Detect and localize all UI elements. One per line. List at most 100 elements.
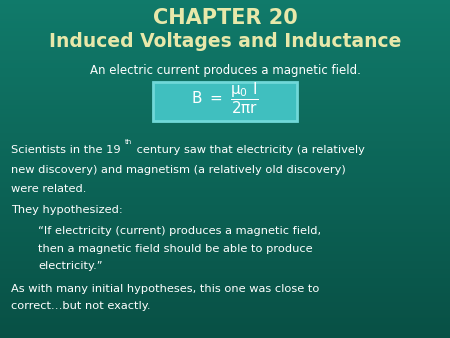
Bar [0,248,450,250]
Bar [0,117,450,118]
Bar [0,157,450,159]
Bar [0,184,450,186]
Bar [0,176,450,177]
Bar [0,169,450,171]
Bar [0,144,450,145]
Bar [0,228,450,230]
Bar [0,292,450,294]
Bar [0,216,450,218]
Text: century saw that electricity (a relatively: century saw that electricity (a relative… [133,145,365,155]
Bar [0,71,450,73]
Text: Scientists in the 19: Scientists in the 19 [11,145,121,155]
Bar [0,29,450,30]
Bar [0,250,450,252]
Bar [0,162,450,164]
Bar [0,233,450,235]
Bar [0,123,450,125]
Bar [0,294,450,296]
Bar [0,86,450,88]
Bar [0,115,450,117]
Bar [0,220,450,221]
Bar [0,257,450,259]
Bar [0,277,450,279]
Bar [0,41,450,42]
Bar [0,84,450,86]
Bar [0,204,450,206]
Bar [0,301,450,303]
Bar [0,226,450,228]
Bar [0,127,450,128]
Text: CHAPTER 20: CHAPTER 20 [153,8,297,28]
Bar [0,98,450,100]
Bar [0,225,450,226]
Bar [0,237,450,238]
Bar [0,167,450,169]
Bar [0,213,450,215]
Bar [0,232,450,233]
Bar [0,333,450,335]
Bar [0,289,450,291]
Bar [0,252,450,254]
Bar [0,3,450,5]
Bar [0,181,450,183]
Bar [0,208,450,210]
Bar [0,240,450,242]
Bar [0,260,450,262]
Bar [0,76,450,78]
Bar [0,242,450,243]
Bar [0,17,450,19]
Bar [0,83,450,84]
Bar [0,108,450,110]
Bar [0,311,450,313]
Bar [0,211,450,213]
Bar [0,8,450,10]
Bar [0,198,450,199]
Text: electricity.”: electricity.” [38,261,103,271]
Bar [0,179,450,181]
Bar [0,238,450,240]
Bar [0,135,450,137]
Bar [0,193,450,194]
Bar [0,309,450,311]
Bar [0,52,450,54]
Bar [0,331,450,333]
Bar [0,101,450,103]
Bar [0,137,450,139]
Bar [0,147,450,149]
Bar [0,96,450,98]
Bar [0,319,450,321]
Bar [0,264,450,265]
Bar [0,303,450,304]
Bar [0,44,450,46]
Bar [0,113,450,115]
Bar [0,24,450,25]
Bar [0,183,450,184]
Bar [0,281,450,282]
Text: correct…but not exactly.: correct…but not exactly. [11,301,151,311]
Bar [0,154,450,155]
Bar [0,326,450,328]
Bar [0,134,450,135]
Text: An electric current produces a magnetic field.: An electric current produces a magnetic … [90,64,360,77]
Bar [0,199,450,201]
Bar [0,186,450,188]
Bar [0,2,450,3]
Bar [0,304,450,306]
Bar [0,247,450,248]
Bar [0,110,450,112]
Bar [0,112,450,113]
Bar [0,321,450,323]
Bar [0,51,450,52]
Text: “If electricity (current) produces a magnetic field,: “If electricity (current) produces a mag… [38,226,321,236]
Bar [0,296,450,297]
Bar [0,171,450,172]
Bar [0,269,450,270]
Bar [0,73,450,74]
Bar [0,149,450,150]
Bar [0,328,450,330]
Bar [0,46,450,47]
Bar [0,132,450,134]
Bar [0,270,450,272]
Bar [0,15,450,17]
Bar [0,0,450,2]
